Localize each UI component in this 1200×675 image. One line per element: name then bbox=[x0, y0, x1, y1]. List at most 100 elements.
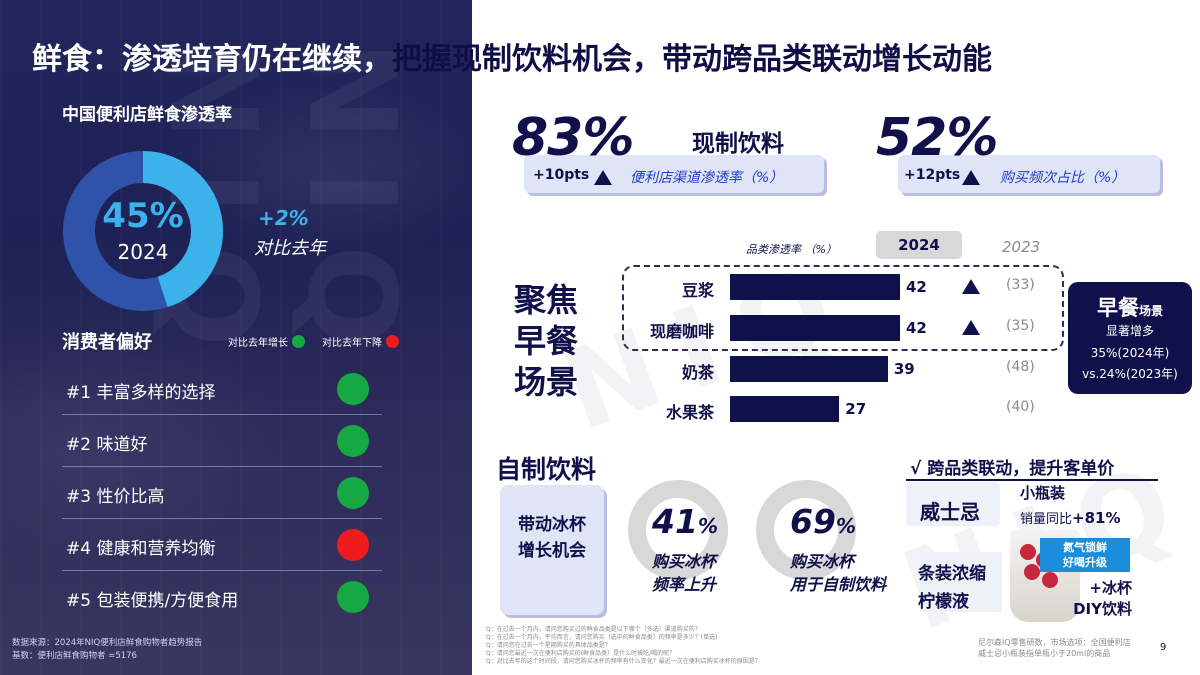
self-made-box bbox=[500, 485, 604, 615]
up-triangle-icon bbox=[962, 279, 980, 294]
ring-caption: 购买冰杯 频率上升 bbox=[652, 550, 716, 596]
footnote-line: 威士忌小瓶装指单瓶小于20ml的商品 bbox=[978, 649, 1111, 658]
kpi-box bbox=[524, 155, 824, 193]
kpi-label: 购买频次占比（%） bbox=[1000, 170, 1126, 186]
question-line: Q：对比去年的这个时间段，请问您购买冰杯的频率有什么变化？最近一次在便利店购买冰… bbox=[486, 658, 761, 665]
bar-value-label: 27 bbox=[845, 400, 867, 418]
ice-line: +冰杯 bbox=[1089, 579, 1132, 597]
ice-line: DIY饮料 bbox=[1073, 600, 1132, 618]
year-2023-label: 2023 bbox=[1002, 238, 1041, 256]
legend-decrease: 对比去年下降 bbox=[322, 334, 399, 349]
prev-year-value: (33) bbox=[1006, 277, 1035, 293]
freshness-tag: 氮气锁鲜 好喝升级 bbox=[1040, 538, 1130, 572]
donut-percent: 45% bbox=[102, 196, 184, 236]
preference-heading: 消费者偏好 bbox=[62, 332, 152, 353]
penetration-heading: 中国便利店鲜食渗透率 bbox=[62, 105, 232, 125]
up-triangle-icon bbox=[962, 170, 980, 185]
donut-year: 2024 bbox=[117, 240, 169, 264]
preference-row: #3 性价比高 bbox=[62, 468, 382, 519]
ring-sign: % bbox=[835, 514, 856, 538]
penetration-donut bbox=[63, 151, 223, 311]
ring-value-arc bbox=[628, 480, 728, 580]
bar-category-label: 现磨咖啡 bbox=[649, 322, 714, 341]
up-triangle-icon bbox=[594, 170, 612, 185]
focus-line: 聚焦 bbox=[514, 281, 579, 319]
preference-label: #4 健康和营养均衡 bbox=[66, 539, 216, 559]
survey-questions: Q：在过去一个月内，请问您购买过的鲜食品类是以下哪个（多选）渠道购买的？ Q：在… bbox=[486, 626, 966, 666]
yoy-label: 对比去年 bbox=[254, 238, 326, 259]
breakfast-line: 35%(2024年) bbox=[1090, 346, 1170, 360]
preference-label: #5 包装便携/方便食用 bbox=[66, 591, 239, 611]
prev-year-value: (48) bbox=[1006, 359, 1035, 375]
tag-line: 氮气锁鲜 bbox=[1063, 541, 1107, 554]
preference-row: #4 健康和营养均衡 bbox=[62, 520, 382, 571]
lemon-label: 条装浓缩 柠檬液 bbox=[918, 560, 986, 616]
increase-dot-icon bbox=[337, 425, 369, 457]
bar-category-label: 豆浆 bbox=[681, 281, 714, 300]
legend-decrease-label: 对比去年下降 bbox=[322, 338, 382, 349]
year-2024-chip: 2024 bbox=[876, 231, 962, 259]
ice-cup-frequency-ring bbox=[628, 480, 728, 580]
preference-row: #1 丰富多样的选择 bbox=[62, 364, 382, 415]
ring-percent: 41% bbox=[652, 502, 718, 541]
kpi-value: 52% bbox=[876, 108, 998, 168]
box-line: 增长机会 bbox=[518, 541, 586, 561]
bar-value-label: 39 bbox=[893, 360, 915, 378]
breakfast-callout: 早餐场景 显著增多 35%(2024年) vs.24%(2023年) bbox=[1068, 282, 1192, 394]
focus-line: 场景 bbox=[514, 363, 579, 401]
preference-row: #2 味道好 bbox=[62, 416, 382, 467]
kpi-label: 便利店渠道渗透率（%） bbox=[630, 170, 784, 186]
highlight-dashed-box bbox=[622, 265, 1064, 351]
kpi-delta: +12pts bbox=[904, 167, 961, 183]
preference-label: #3 性价比高 bbox=[66, 487, 165, 507]
ice-cup-diy-label: +冰杯 DIY饮料 bbox=[1062, 578, 1132, 620]
source-note: 数据来源：2024年NIQ便利店鲜食购物者趋势报告 bbox=[12, 638, 203, 648]
left-panel: NIQ NIQ 中国便利店鲜食渗透率 45% 2024 +2% 对比去年 消费者… bbox=[0, 0, 472, 675]
bar bbox=[730, 274, 900, 300]
legend-increase-label: 对比去年增长 bbox=[228, 338, 288, 349]
ring-caption-line: 用于自制饮料 bbox=[790, 575, 887, 594]
cross-category-heading: √ 跨品类联动，提升客单价 bbox=[910, 459, 1115, 479]
ring-caption-line: 购买冰杯 bbox=[790, 552, 855, 571]
lemon-line: 柠檬液 bbox=[918, 592, 969, 612]
heading-underline bbox=[906, 479, 1158, 481]
green-dot-icon bbox=[292, 335, 305, 348]
berry-icon bbox=[1020, 544, 1036, 560]
bar bbox=[730, 315, 900, 341]
berry-icon bbox=[1024, 564, 1040, 580]
increase-dot-icon bbox=[337, 477, 369, 509]
breakfast-title-suffix: 场景 bbox=[1138, 304, 1163, 318]
title-part-right: 把握现制饮料机会，带动跨品类联动增长动能 bbox=[392, 42, 992, 77]
sales-growth: 销量同比+81% bbox=[1020, 508, 1121, 527]
footnote: 尼尔森IQ零售研数，市场选项：全国便利店 威士忌小瓶装指单瓶小于20ml的商品 bbox=[978, 637, 1131, 659]
page-title: 鲜食：渗透培育仍在继续，把握现制饮料机会，带动跨品类联动增长动能 bbox=[32, 34, 992, 78]
ring-caption: 购买冰杯 用于自制饮料 bbox=[790, 550, 886, 596]
chart-title: 品类渗透率 （%） bbox=[746, 243, 837, 256]
self-made-box-text: 带动冰杯 增长机会 bbox=[500, 512, 604, 564]
breakfast-line: 显著增多 bbox=[1105, 324, 1154, 338]
legend-increase: 对比去年增长 bbox=[228, 334, 305, 349]
increase-dot-icon bbox=[337, 373, 369, 405]
bar bbox=[730, 356, 888, 382]
question-line: Q：请问您最近一次在便利店购买的(鲜食品类）是什么时候吃/喝的呢？ bbox=[486, 650, 676, 657]
up-triangle-icon bbox=[962, 320, 980, 335]
ice-cup-diy-ring bbox=[756, 480, 856, 580]
ring-value: 69 bbox=[790, 502, 836, 541]
bar bbox=[730, 396, 840, 422]
preference-row: #5 包装便携/方便食用 bbox=[62, 572, 382, 622]
ring-percent: 69% bbox=[790, 502, 856, 541]
red-dot-icon bbox=[386, 335, 399, 348]
drink-label: 现制饮料 bbox=[692, 131, 784, 157]
donut-value-arc bbox=[63, 151, 223, 311]
berry-icon bbox=[1042, 572, 1058, 588]
preference-label: #1 丰富多样的选择 bbox=[66, 383, 216, 403]
question-line: Q：在过去一个月内，请问您购买过的鲜食品类是以下哪个（多选）渠道购买的？ bbox=[486, 626, 701, 633]
question-line: Q：请问您在过去一个星期购买的具体品类是？ bbox=[486, 642, 611, 649]
ring-sign: % bbox=[697, 514, 718, 538]
breakfast-title-main: 早餐 bbox=[1096, 296, 1139, 320]
breakfast-title: 早餐场景 bbox=[1068, 292, 1192, 322]
whisky-label: 威士忌 bbox=[920, 500, 980, 524]
page-number: 9 bbox=[1160, 642, 1167, 653]
increase-dot-icon bbox=[337, 581, 369, 613]
bar-category-label: 水果茶 bbox=[665, 403, 714, 422]
